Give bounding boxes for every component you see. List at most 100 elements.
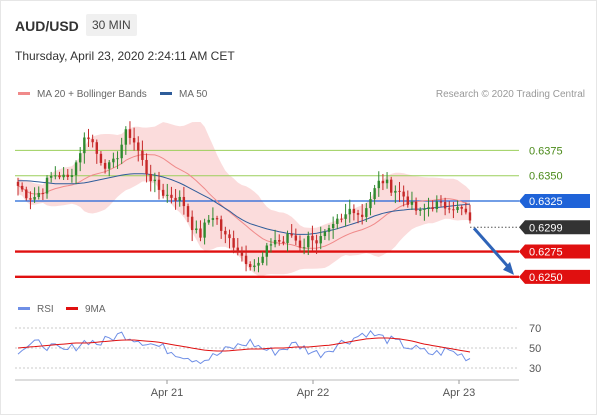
candle-body [116,158,119,160]
candle-body [431,207,434,210]
candle-body [95,142,98,154]
candle-body [373,188,376,200]
ma50-line [18,173,471,235]
candle-body [219,219,223,231]
support-label: 0.6275 [529,247,563,259]
candle-body [344,214,347,219]
candle-body [406,196,409,205]
candle-body [49,176,53,178]
candle-body [456,206,459,211]
pivot-badge [519,193,590,208]
candle-body [315,240,318,244]
candle-body [170,194,173,198]
candle-body [290,233,293,236]
candle-body [16,181,20,186]
candle-body [257,262,260,266]
candle-body [120,144,123,159]
candle-body [161,189,165,196]
candle-body [302,247,306,249]
candle-body [381,180,385,184]
pivot-label: 0.6325 [529,196,563,208]
candle-body [112,158,115,163]
time-axis: Apr 21 Apr 22 Apr 23 [15,379,519,399]
resistance-label: 0.6375 [529,145,563,157]
support-label: 0.6250 [529,272,563,284]
resistance-label: 0.6350 [529,171,563,183]
timeframe-badge[interactable]: 30 MIN [86,14,137,36]
candle-body [323,231,327,237]
candle-body [83,137,86,154]
candle-body [25,189,28,199]
candle-body [249,264,252,268]
candle-body [327,228,331,232]
candle-body [190,216,194,231]
time-tick-label: Apr 23 [443,387,475,399]
candle-body [269,244,273,246]
candle-body [282,241,285,243]
candle-body [45,177,49,194]
candle-body [33,197,36,200]
candle-body [410,201,414,205]
candle-body [224,230,227,235]
candle-body [203,222,206,238]
credit-label: Research © 2020 Trading Central [436,89,585,100]
candle-body [402,191,405,197]
candle-body [319,236,322,244]
candle-body [414,201,418,211]
candle-body [91,139,94,143]
candle-body [99,153,103,163]
candle-body [439,201,443,203]
candle-body [215,218,219,220]
rsi-tick-label: 70 [529,323,541,335]
legend-label-rsi: RSI [37,304,54,315]
rsi-ma9-line [17,337,471,353]
candle-body [294,235,298,241]
candle-body [452,209,455,211]
candle-body [464,208,468,213]
candle-body [199,228,202,238]
candle-body [356,213,360,215]
candle-body [195,228,198,231]
rsi-panel: 70 50 30 [15,323,541,375]
candle-body [369,199,372,209]
candle-body [228,234,231,239]
time-tick-label: Apr 22 [297,387,329,399]
current-price-badge [519,220,590,235]
candle-body [390,179,393,193]
candle-body [348,208,351,215]
candle-body [427,207,430,209]
candle-body [377,180,380,189]
candle-body [186,206,190,217]
candle-body [286,233,289,243]
candle-body [398,190,401,192]
candle-body [311,235,314,241]
candle-body [79,153,82,163]
candle-body [265,245,269,257]
candle-body [41,192,45,194]
legend-label-bb: MA 20 + Bollinger Bands [37,89,147,100]
candle-body [157,179,161,190]
candle-body [298,240,302,248]
candle-body [62,174,65,178]
candle-body [174,197,177,201]
candle-body [340,218,343,220]
candle-body [423,208,426,210]
candle-body [141,150,144,160]
candle-body [74,162,78,176]
candle-body [20,185,24,190]
candle-body [385,179,389,184]
candle-body [103,162,107,169]
candle-body [108,162,111,169]
candle-body [132,137,136,143]
candle-body [331,223,335,229]
candle-body [145,159,148,175]
candle-body [124,129,128,145]
candle-body [448,208,451,210]
support-badge [519,269,590,284]
candle-body [232,238,235,248]
candle-body [261,256,264,263]
candle-body [153,179,157,182]
candle-body [460,206,463,209]
forecast-arrowhead [503,261,514,275]
price-panel: 0.6375 0.6350 0.6325 0.6299 0.6275 0.6250 [15,121,590,284]
